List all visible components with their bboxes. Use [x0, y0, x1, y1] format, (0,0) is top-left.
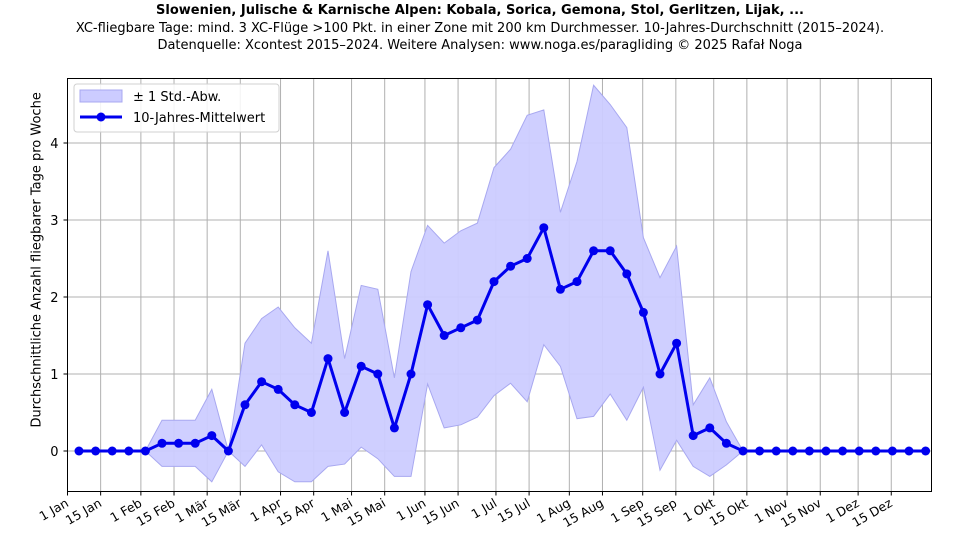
data-point	[207, 431, 217, 441]
data-point	[555, 284, 565, 294]
data-point	[522, 254, 532, 263]
legend-mean-label: 10-Jahres-Mittelwert	[133, 111, 265, 126]
data-point	[854, 446, 864, 456]
data-point	[622, 269, 632, 279]
data-point	[439, 331, 449, 340]
data-point	[672, 338, 682, 348]
data-point	[356, 361, 366, 371]
data-point	[190, 438, 200, 448]
x-tick-label: 15 Mai	[344, 495, 388, 529]
std-dev-area	[79, 84, 926, 483]
data-point	[821, 446, 831, 456]
data-point	[788, 446, 798, 456]
data-point	[389, 423, 399, 433]
data-point	[373, 369, 383, 379]
y-tick-label: 4	[50, 137, 58, 152]
data-point	[755, 446, 765, 456]
y-tick-label: 2	[50, 291, 58, 306]
x-tick-label: 15 Apr	[274, 495, 318, 529]
data-point	[406, 369, 416, 379]
chart-subtitle: XC-fliegbare Tage: mind. 3 XC-Flüge >100…	[75, 21, 885, 36]
chart-source: Datenquelle: Xcontest 2015–2024. Weitere…	[157, 38, 803, 53]
x-tick-label: 15 Okt	[707, 495, 751, 529]
data-point	[887, 446, 897, 456]
y-axis-label: Durchschnittliche Anzahl fliegbarer Tage…	[29, 92, 45, 428]
data-point	[506, 261, 516, 271]
data-point	[705, 423, 715, 433]
data-point	[871, 446, 881, 456]
data-point	[290, 400, 300, 410]
data-point	[838, 446, 848, 456]
chart-title: Slowenien, Julische & Karnische Alpen: K…	[156, 3, 804, 18]
data-point	[721, 438, 731, 448]
x-tick-label: 15 Jun	[420, 495, 462, 528]
legend-marker-icon	[96, 112, 106, 122]
data-point	[91, 446, 101, 456]
data-point	[921, 446, 931, 456]
data-point	[738, 446, 748, 456]
data-point	[572, 277, 582, 287]
legend-box	[73, 83, 280, 133]
data-point	[140, 446, 150, 456]
data-point	[240, 400, 250, 410]
data-point	[223, 446, 233, 456]
data-point	[423, 300, 433, 310]
data-point	[273, 384, 283, 394]
data-point	[804, 446, 814, 456]
y-tick-label: 1	[50, 368, 58, 383]
data-point	[174, 438, 184, 448]
data-point	[589, 246, 599, 256]
data-point	[157, 438, 167, 448]
x-tick-label: 15 Jan	[63, 495, 104, 528]
data-point	[456, 323, 466, 333]
data-point	[688, 431, 698, 441]
data-point	[771, 446, 781, 456]
data-point	[306, 408, 316, 417]
plot-frame	[67, 78, 932, 492]
data-point	[124, 446, 134, 456]
data-point	[489, 277, 499, 287]
mean-line-series	[74, 223, 931, 456]
data-point	[904, 446, 914, 456]
data-point	[74, 446, 84, 456]
legend-band-label: ± 1 Std.-Abw.	[133, 90, 221, 105]
data-point	[257, 377, 267, 387]
y-tick-label: 3	[50, 214, 58, 229]
y-axis: 0 1 2 3 4	[50, 137, 68, 460]
data-point	[539, 223, 549, 233]
legend: ± 1 Std.-Abw. 10-Jahres-Mittelwert	[73, 83, 280, 133]
data-point	[340, 408, 350, 417]
data-point	[323, 354, 333, 364]
x-tick-label: 1 Jul	[469, 495, 500, 521]
x-tick-label: 15 Jul	[495, 495, 533, 525]
std-dev-band	[79, 84, 926, 483]
legend-band-swatch	[79, 89, 123, 103]
data-point	[107, 446, 117, 456]
data-point	[605, 246, 615, 256]
data-point	[655, 369, 665, 379]
y-tick-label: 0	[50, 445, 58, 460]
x-tick-label: 15 Feb	[134, 495, 178, 529]
mean-line	[79, 226, 926, 453]
data-point	[638, 307, 648, 317]
data-point	[472, 315, 482, 325]
